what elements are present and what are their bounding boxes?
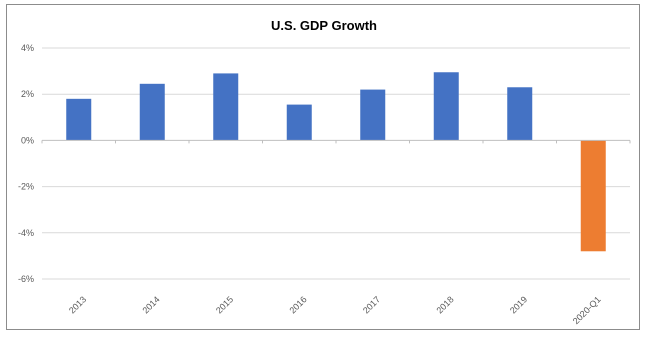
bar-2016: [286, 104, 312, 141]
bars: [66, 72, 606, 252]
x-tick-label: 2019: [508, 294, 529, 315]
x-tick-label: 2013: [67, 294, 88, 315]
bar-2013: [66, 98, 92, 141]
bar-2014: [139, 83, 165, 141]
x-tick-label: 2014: [140, 294, 161, 315]
x-tick-label: 2016: [287, 294, 308, 315]
bar-2019: [507, 87, 533, 141]
y-tick-label: 2%: [21, 89, 34, 99]
bar-2020-q1: [580, 140, 606, 252]
y-tick-label: 0%: [21, 135, 34, 145]
chart-frame: [6, 4, 640, 330]
y-tick-label: -4%: [18, 228, 34, 238]
x-tick-label: 2015: [214, 294, 235, 315]
grid-lines: [42, 47, 630, 280]
bar-2018: [433, 72, 459, 141]
chart-title: U.S. GDP Growth: [271, 18, 377, 33]
y-axis-ticks: 4% 2% 0% -2% -4% -6%: [18, 43, 34, 284]
x-tick-label: 2017: [361, 294, 382, 315]
zero-axis: [41, 139, 631, 144]
x-axis-ticks: 2013 2014 2015 2016 2017 2018 2019 2020-Q1: [67, 294, 603, 326]
bar-2015: [213, 73, 239, 141]
y-tick-label: -2%: [18, 182, 34, 192]
bar-2017: [360, 89, 386, 141]
x-tick-label: 2018: [434, 294, 455, 315]
y-tick-label: -6%: [18, 274, 34, 284]
x-tick-label: 2020-Q1: [571, 294, 603, 326]
y-tick-label: 4%: [21, 43, 34, 53]
